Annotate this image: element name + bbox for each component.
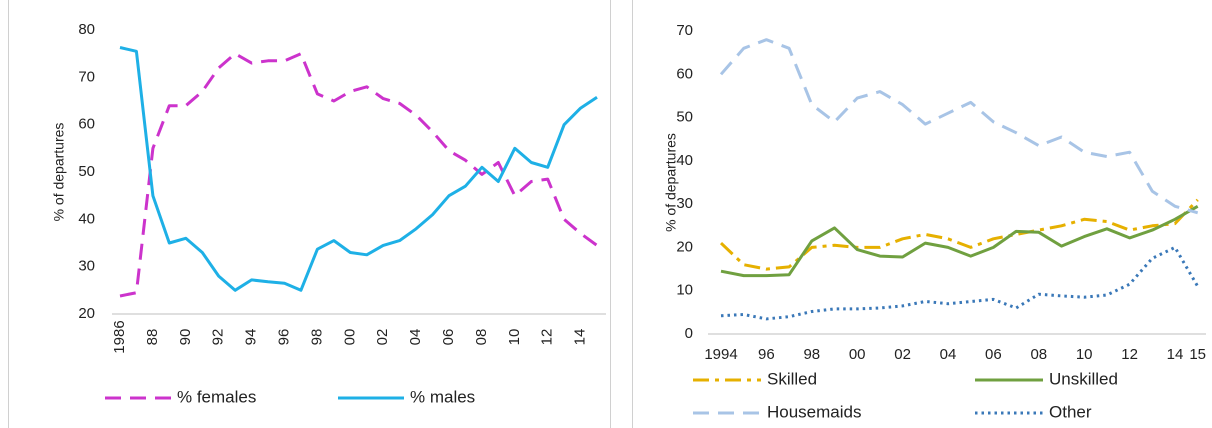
x-tick-label: 00 [849, 346, 866, 363]
x-tick-label: 90 [177, 329, 194, 346]
y-tick-label: 30 [78, 258, 95, 275]
y-tick-label: 80 [78, 21, 95, 38]
legend-label: Unskilled [1049, 369, 1118, 388]
x-tick-label: 14 [572, 329, 589, 346]
y-tick-label: 60 [676, 65, 693, 82]
y-tick-label: 30 [676, 195, 693, 212]
y-tick-label: 40 [78, 210, 95, 227]
x-tick-label: 02 [894, 346, 911, 363]
x-tick-label: 10 [506, 329, 523, 346]
panel-border [632, 0, 1212, 428]
legend-label: % males [410, 387, 475, 406]
x-tick-label: 15 [1189, 346, 1206, 363]
x-tick-label: 96 [275, 329, 292, 346]
x-tick-label: 12 [539, 329, 556, 346]
y-tick-label: 10 [676, 282, 693, 299]
x-tick-label: 1994 [704, 346, 737, 363]
legend-label: Other [1049, 402, 1092, 421]
series-line [720, 245, 1199, 321]
x-tick-label: 1986 [111, 320, 128, 353]
y-tick-label: 70 [676, 22, 693, 39]
legend-label: Skilled [767, 369, 817, 388]
x-tick-label: 10 [1076, 346, 1093, 363]
legend-label: Housemaids [767, 402, 862, 421]
x-tick-label: 14 [1167, 346, 1184, 363]
x-tick-label: 02 [374, 329, 391, 346]
panel-border [8, 0, 611, 428]
legend-label: % females [177, 387, 256, 406]
x-tick-label: 94 [243, 329, 260, 346]
y-tick-label: 50 [676, 109, 693, 126]
y-tick-label: 20 [78, 305, 95, 322]
y-tick-label: 70 [78, 68, 95, 85]
y-tick-label: 50 [78, 163, 95, 180]
x-tick-label: 92 [210, 329, 227, 346]
x-tick-label: 04 [940, 346, 957, 363]
series-line [720, 204, 1199, 278]
x-tick-label: 98 [803, 346, 820, 363]
x-tick-label: 04 [407, 329, 424, 346]
series-line [119, 52, 598, 298]
series-line [119, 46, 598, 292]
y-axis-title: % of departures [51, 123, 67, 222]
x-tick-label: 06 [985, 346, 1002, 363]
x-tick-label: 12 [1121, 346, 1138, 363]
x-tick-label: 98 [308, 329, 325, 346]
y-tick-label: 60 [78, 116, 95, 133]
y-tick-label: 0 [685, 325, 693, 342]
y-axis-title: % of departures [663, 133, 679, 232]
x-tick-label: 00 [341, 329, 358, 346]
y-tick-label: 40 [676, 152, 693, 169]
x-tick-label: 96 [758, 346, 775, 363]
x-tick-label: 08 [473, 329, 490, 346]
series-line [719, 198, 1199, 271]
x-tick-label: 88 [144, 329, 161, 346]
y-tick-label: 20 [676, 238, 693, 255]
x-tick-label: 06 [440, 329, 457, 346]
x-tick-label: 08 [1030, 346, 1047, 363]
series-line [719, 38, 1199, 215]
